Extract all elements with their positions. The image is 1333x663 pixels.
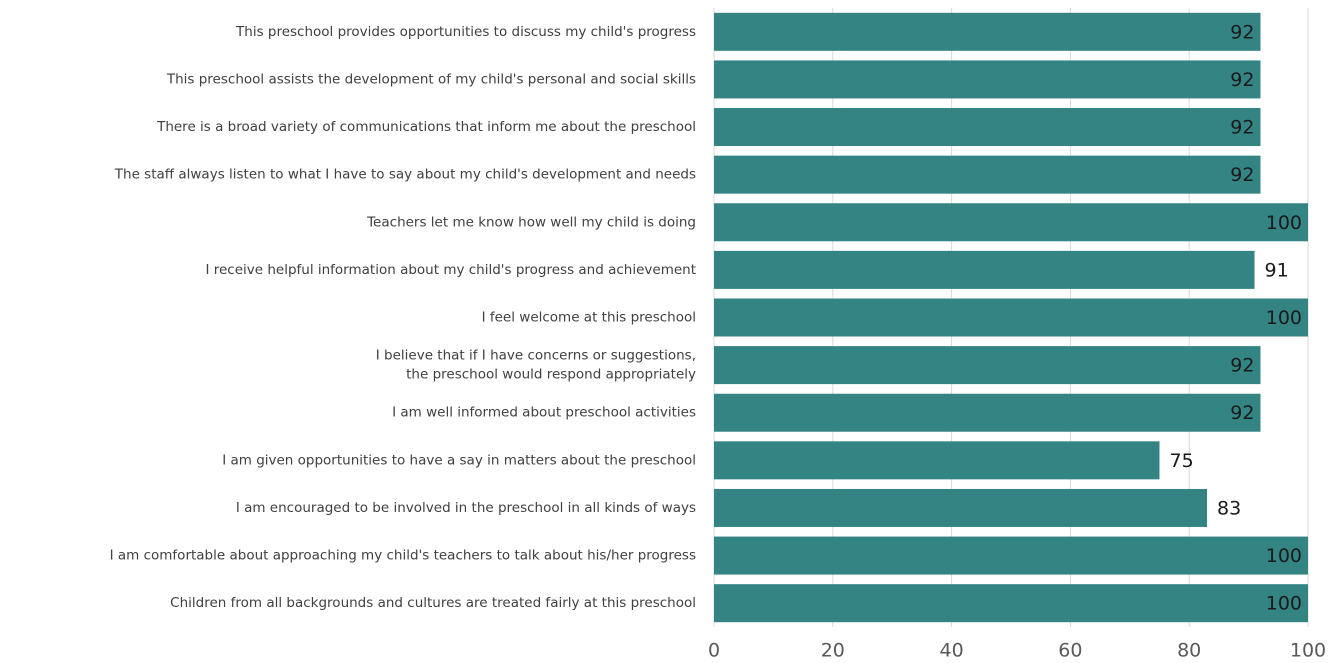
x-tick-label: 80 <box>1177 640 1201 662</box>
bar <box>714 393 1261 432</box>
category-label: I am encouraged to be involved in the pr… <box>236 500 696 516</box>
category-label: I am comfortable about approaching my ch… <box>110 548 696 564</box>
x-tick-label: 20 <box>821 640 845 662</box>
category-label: I feel welcome at this preschool <box>482 310 696 326</box>
bar <box>714 108 1261 147</box>
category-label: I am well informed about preschool activ… <box>392 405 696 421</box>
category-label: I receive helpful information about my c… <box>205 262 696 278</box>
category-label: This preschool assists the development o… <box>166 71 696 87</box>
x-tick-label: 60 <box>1058 640 1082 662</box>
category-label: Teachers let me know how well my child i… <box>366 214 696 230</box>
value-label: 100 <box>1266 307 1302 329</box>
x-tick-label: 0 <box>708 640 720 662</box>
value-label: 92 <box>1230 117 1254 139</box>
bar <box>714 298 1308 337</box>
value-label: 100 <box>1266 545 1302 567</box>
value-label: 92 <box>1230 402 1254 424</box>
bar <box>714 488 1208 527</box>
value-label: 92 <box>1230 355 1254 377</box>
bar <box>714 584 1308 623</box>
category-label: This preschool provides opportunities to… <box>235 24 696 40</box>
bar <box>714 60 1261 99</box>
value-label: 92 <box>1230 69 1254 91</box>
bar <box>714 203 1308 242</box>
category-label: I believe that if I have concerns or sug… <box>376 348 696 383</box>
value-label: 92 <box>1230 21 1254 43</box>
category-label: Children from all backgrounds and cultur… <box>170 595 696 611</box>
x-tick-label: 100 <box>1290 640 1326 662</box>
bar <box>714 155 1261 194</box>
category-label: There is a broad variety of communicatio… <box>156 119 696 135</box>
category-label: I am given opportunities to have a say i… <box>222 452 696 468</box>
category-label: The staff always listen to what I have t… <box>114 167 696 183</box>
value-label: 92 <box>1230 164 1254 186</box>
value-label: 100 <box>1266 212 1302 234</box>
value-label: 91 <box>1265 259 1289 281</box>
value-label: 75 <box>1170 450 1194 472</box>
value-label: 83 <box>1217 497 1241 519</box>
bar <box>714 441 1160 480</box>
x-tick-label: 40 <box>940 640 964 662</box>
bar <box>714 12 1261 51</box>
bar <box>714 250 1255 289</box>
bar <box>714 536 1308 575</box>
bar <box>714 346 1261 385</box>
value-label: 100 <box>1266 593 1302 615</box>
